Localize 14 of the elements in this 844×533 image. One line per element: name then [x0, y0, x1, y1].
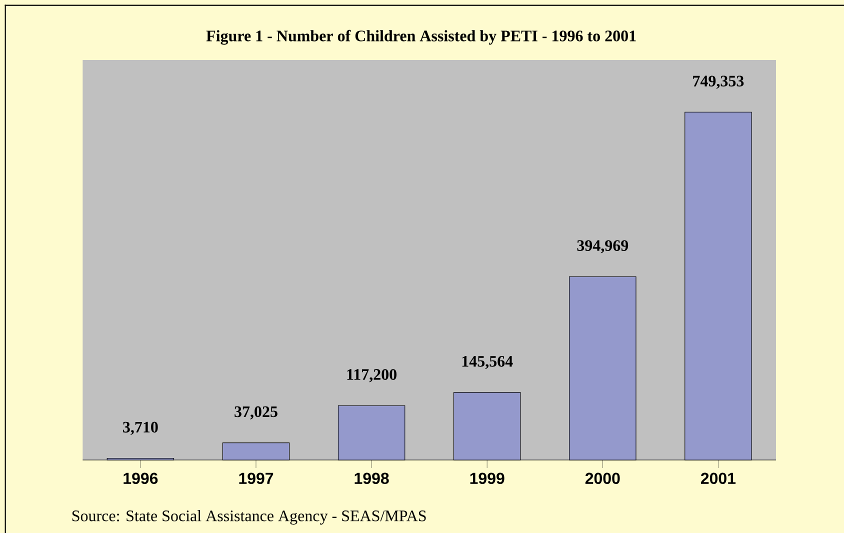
- x-tick-label: 1998: [354, 472, 389, 484]
- source-note: Source: State Social Assistance Agency - SEAS/MPAS: [72, 510, 426, 524]
- data-label: 749,353: [693, 76, 744, 89]
- x-tick-label: 1997: [239, 472, 274, 484]
- data-label: 3,710: [123, 422, 158, 435]
- x-tick-label: 2000: [585, 472, 620, 484]
- chart-title: Figure 1 - Number of Children Assisted by PETI - 1996 to 2001: [206, 30, 636, 45]
- data-label: 117,200: [347, 368, 396, 382]
- x-tick-label: 2001: [700, 472, 736, 484]
- data-label: 37,025: [234, 406, 278, 420]
- x-tick-label: 1999: [470, 472, 504, 484]
- x-tick-label: 1996: [124, 472, 158, 484]
- data-label: 394,969: [577, 240, 628, 254]
- data-label: 145,564: [462, 356, 513, 369]
